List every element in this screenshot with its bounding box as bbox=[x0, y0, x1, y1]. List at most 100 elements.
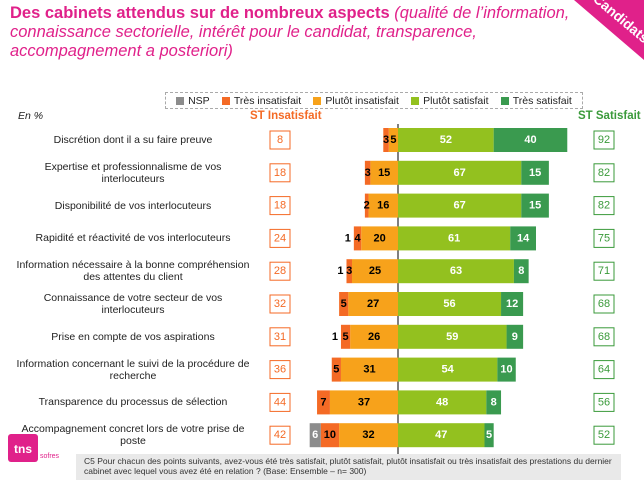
outside-value-label: 1 bbox=[345, 232, 351, 244]
st-insatisfait-value: 36 bbox=[274, 364, 286, 376]
bar-tres-insatisfait-value: 4 bbox=[354, 232, 361, 244]
bar-tres-insatisfait bbox=[340, 324, 351, 349]
bar-tres-satisfait-value: 10 bbox=[500, 364, 512, 376]
bar-tres-satisfait bbox=[486, 390, 502, 415]
chart-legend: NSP Très insatisfait Plutôt insatisfait Plu… bbox=[165, 92, 583, 109]
bar-tres-satisfait-value: 40 bbox=[524, 134, 536, 146]
legend-label: Très satisfait bbox=[512, 94, 572, 107]
bar-plutot-insatisfait-value: 5 bbox=[390, 134, 396, 146]
bar-tres-insatisfait bbox=[353, 226, 362, 251]
bar-plutot-satisfait bbox=[398, 292, 502, 316]
legend-label: Plutôt satisfait bbox=[423, 94, 489, 107]
legend-item: Plutôt satisfait bbox=[411, 94, 489, 107]
bar-tres-satisfait-value: 5 bbox=[486, 429, 492, 441]
bar-plutot-insatisfait bbox=[368, 193, 398, 218]
category-label: Information nécessaire à la bonne compré… bbox=[16, 259, 250, 284]
bar-tres-satisfait bbox=[493, 128, 568, 152]
st-satisfait-box bbox=[593, 294, 615, 314]
st-insatisfait-value: 28 bbox=[274, 265, 286, 277]
st-insatisfait-box bbox=[269, 196, 291, 216]
legend-item: Très insatisfait bbox=[221, 94, 302, 107]
bar-plutot-insatisfait-value: 26 bbox=[368, 331, 380, 343]
bar-plutot-satisfait bbox=[398, 160, 522, 185]
bar-tres-satisfait bbox=[521, 193, 549, 218]
bar-plutot-satisfait bbox=[398, 357, 498, 382]
st-satisfait-box bbox=[593, 261, 615, 281]
bar-plutot-insatisfait-value: 32 bbox=[362, 429, 374, 441]
st-insatisfait-value: 42 bbox=[274, 429, 286, 441]
bar-tres-satisfait bbox=[497, 357, 516, 382]
st-insatisfait-box bbox=[269, 425, 291, 445]
st-satisfait-box bbox=[593, 360, 615, 380]
category-label: Accompagnement concret lors de votre pri… bbox=[21, 423, 245, 448]
category-label: Connaissance de votre secteur de vos int… bbox=[43, 292, 223, 316]
bar-plutot-satisfait bbox=[398, 226, 511, 251]
st-satisfait-value: 56 bbox=[598, 396, 610, 408]
bar-plutot-satisfait bbox=[398, 390, 487, 415]
st-satisfait-value: 75 bbox=[598, 232, 610, 244]
bar-plutot-insatisfait bbox=[361, 226, 398, 251]
bar-plutot-insatisfait bbox=[329, 390, 398, 415]
bar-plutot-satisfait-value: 56 bbox=[443, 298, 455, 310]
st-insatisfait-box bbox=[269, 327, 291, 347]
st-satisfait-box bbox=[593, 228, 615, 248]
bar-tres-satisfait-value: 8 bbox=[518, 265, 524, 277]
bar-tres-insatisfait bbox=[320, 423, 340, 448]
tns-sofres-logo: tns sofres bbox=[8, 434, 60, 462]
bar-tres-insatisfait bbox=[331, 357, 341, 382]
st-insatisfait-value: 44 bbox=[274, 396, 286, 408]
bar-tres-satisfait bbox=[521, 160, 549, 185]
bar-plutot-satisfait-value: 67 bbox=[454, 167, 466, 179]
bar-tres-satisfait bbox=[506, 324, 524, 349]
unit-label: En % bbox=[18, 110, 44, 122]
st-satisfait-value: 68 bbox=[598, 331, 610, 343]
bar-tres-satisfait bbox=[484, 423, 494, 448]
st-insatisfait-box bbox=[269, 163, 291, 183]
bar-plutot-satisfait-value: 63 bbox=[450, 265, 462, 277]
st-satisfait-value: 82 bbox=[598, 200, 610, 212]
bar-plutot-insatisfait-value: 37 bbox=[358, 396, 370, 408]
bar-tres-insatisfait-value: 3 bbox=[383, 134, 389, 146]
bar-plutot-insatisfait bbox=[388, 128, 398, 152]
bar-tres-insatisfait-value: 5 bbox=[333, 364, 339, 376]
bar-tres-insatisfait-value: 3 bbox=[365, 167, 371, 179]
legend-swatch bbox=[500, 96, 509, 105]
st-satisfait-value: 52 bbox=[598, 429, 610, 441]
bar-tres-satisfait-value: 15 bbox=[529, 200, 541, 212]
bar-plutot-satisfait bbox=[398, 193, 522, 218]
legend-swatch bbox=[313, 96, 322, 105]
st-satisfait-box bbox=[593, 425, 615, 445]
bar-plutot-insatisfait-value: 25 bbox=[369, 265, 381, 277]
category-label: Discrétion dont il a su faire preuve bbox=[53, 134, 213, 146]
logo-main-text: tns bbox=[14, 442, 32, 456]
legend-label: Très insatisfait bbox=[233, 94, 302, 107]
bar-tres-satisfait-value: 9 bbox=[512, 331, 518, 343]
bar-tres-satisfait bbox=[513, 259, 529, 284]
bar-plutot-insatisfait-value: 27 bbox=[367, 298, 379, 310]
outside-value-label: 1 bbox=[332, 331, 338, 343]
bar-plutot-satisfait bbox=[398, 324, 507, 349]
bar-tres-insatisfait bbox=[364, 160, 371, 185]
bar-tres-insatisfait-value: 7 bbox=[320, 396, 326, 408]
st-insatisfait-value: 32 bbox=[274, 298, 286, 310]
corner-triangle bbox=[574, 0, 644, 60]
bar-plutot-insatisfait bbox=[352, 259, 398, 284]
bar-plutot-insatisfait-value: 16 bbox=[377, 200, 389, 212]
bar-tres-satisfait bbox=[501, 292, 524, 316]
bar-tres-satisfait-value: 14 bbox=[517, 232, 530, 244]
st-satisfait-box bbox=[593, 327, 615, 347]
bar-tres-satisfait-value: 12 bbox=[506, 298, 518, 310]
category-label: Information concernant le suivi de la pr… bbox=[16, 357, 250, 382]
legend-swatch bbox=[176, 96, 185, 105]
bar-plutot-satisfait bbox=[398, 259, 514, 284]
bar-tres-insatisfait-value: 10 bbox=[324, 429, 336, 441]
title-main: Des cabinets attendus sur de nombreux as… bbox=[10, 4, 390, 22]
category-label: Disponibilité de vos interlocuteurs bbox=[54, 199, 212, 212]
st-satisfait-value: 71 bbox=[598, 265, 610, 277]
st-insatisfait-box bbox=[269, 130, 291, 150]
outside-value-label: 1 bbox=[337, 265, 343, 277]
category-label: Rapidité et réactivité de vos interlocut… bbox=[35, 232, 231, 245]
bar-tres-insatisfait-value: 5 bbox=[341, 298, 347, 310]
bar-plutot-insatisfait bbox=[350, 324, 398, 349]
bar-plutot-satisfait-value: 59 bbox=[446, 331, 458, 343]
